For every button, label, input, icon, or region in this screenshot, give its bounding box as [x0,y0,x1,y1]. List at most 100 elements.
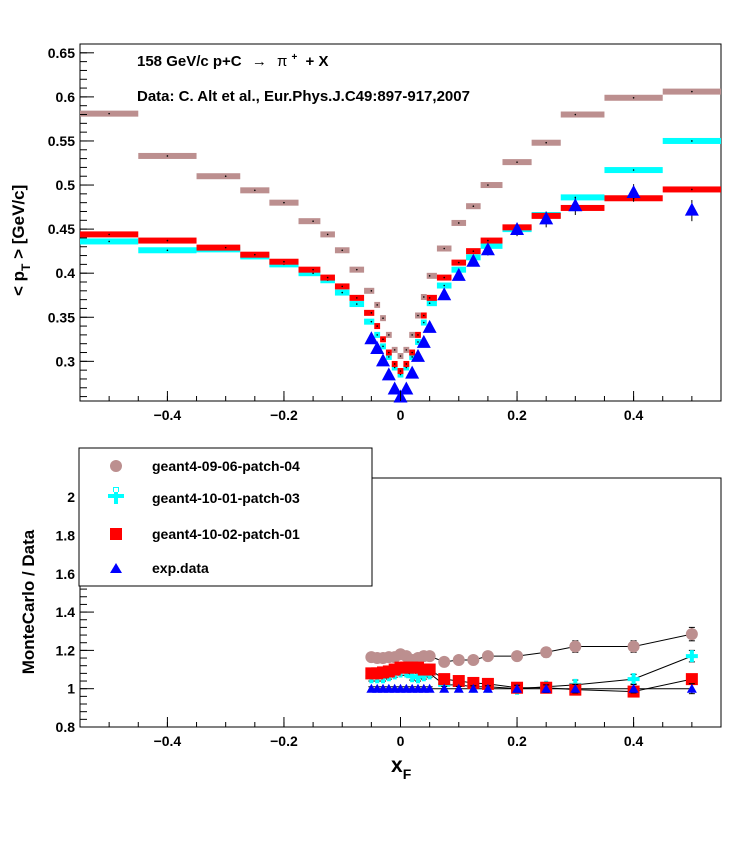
top-y-tick-label: 0.3 [56,353,76,369]
band-center-dot [254,189,256,192]
ratio-point-circle [481,650,494,663]
legend-entry-geant4-10-02: geant4-10-02-patch-01 [110,526,300,542]
ratio-point-triangle [453,683,464,693]
bottom-y-tick-label: 1.4 [56,604,76,620]
title-arrow: → [252,53,267,70]
band-center-dot [166,249,169,252]
band-center-dot [405,349,408,351]
ratio-point-square [423,663,436,676]
band-point [426,272,437,279]
band-center-dot [423,321,425,324]
top-subtitle: Data: C. Alt et al., Eur.Phys.J.C49:897-… [137,88,470,105]
exp-data-triangle [437,287,452,301]
band-center-dot [382,317,384,319]
legend-marker-triangle [110,563,122,573]
band-center-dot [423,296,425,298]
bottom-y-tick-label: 1.8 [56,527,76,543]
exp-data-triangle [480,242,495,256]
band-center-dot [428,297,431,299]
band-center-dot [632,169,635,171]
exp-data-triangle [568,198,583,212]
band-point [426,300,437,307]
band-center-dot [312,220,314,222]
band-center-dot [224,246,227,249]
bottom-y-tick-label: 1 [67,681,75,697]
band-center-dot [399,370,402,372]
top-y-tick-label: 0.65 [48,45,75,61]
x-label-main: x [391,754,403,777]
ratio-point-cross [685,650,698,663]
exp-data-triangle [466,253,481,267]
ratio-point-circle [627,640,640,653]
band-center-dot [312,272,314,274]
ratio-point-triangle [628,683,639,693]
band-center-dot [312,268,314,271]
band-center-dot [388,356,390,358]
top-y-axis-label: < pT > [GeV/c] [9,185,33,296]
ratio-point-triangle [482,683,493,693]
x-label-subscript: F [403,766,412,782]
ratio-point-circle [511,650,524,663]
top-y-tick-label: 0.45 [48,221,75,237]
exp-data-triangle [416,334,431,348]
ratio-point-triangle [541,683,552,693]
band-center-dot [487,184,489,186]
ratio-point-square [685,673,698,686]
band-center-dot [417,314,419,317]
exp-data-triangle [381,367,396,381]
exp-data-triangle [539,211,554,225]
ratio-point-circle [569,640,582,653]
band-center-dot [355,297,358,299]
top-y-tick-label: 0.4 [56,265,76,281]
band-center-dot [376,304,378,306]
exp-data-triangle [422,319,437,333]
bottom-x-tick-label: 0 [397,733,405,749]
bottom-y-tick-label: 0.8 [56,719,76,735]
band-center-dot [108,233,110,236]
bottom-x-tick-label: −0.4 [154,733,182,749]
exp-data-triangle [626,184,641,198]
ratio-point-triangle [512,683,523,693]
legend: geant4-09-06-patch-04 geant4-10-01-patch… [78,447,373,587]
ratio-point-triangle [424,683,435,693]
band-center-dot [341,291,344,294]
top-x-tick-label: −0.2 [270,407,298,423]
band-center-dot [355,303,358,305]
legend-label-exp-data: exp.data [152,560,209,576]
band-center-dot [405,363,408,365]
band-point [426,294,437,301]
band-center-dot [691,90,693,93]
band-center-dot [405,366,408,369]
bottom-x-tick-label: 0.4 [624,733,644,749]
band-center-dot [393,363,396,365]
legend-marker-cross [108,487,124,504]
band-center-dot [428,275,431,277]
band-center-dot [472,250,475,252]
band-center-dot [423,314,425,317]
legend-entry-geant4-10-01: geant4-10-01-patch-03 [108,487,300,506]
band-point [364,318,375,325]
band-center-dot [166,155,169,157]
legend-label-geant4-09: geant4-09-06-patch-04 [152,458,300,474]
ratio-point-circle [423,650,436,663]
exp-data-triangle [387,381,402,395]
band-center-dot [388,334,390,336]
band-center-dot [254,253,256,256]
ratio-point-circle [540,646,553,659]
exp-data-triangle [410,348,425,362]
band-center-dot [399,355,402,357]
top-y-tick-label: 0.35 [48,309,75,325]
band-center-dot [417,334,419,336]
band-center-dot [417,341,419,343]
band-center-dot [487,239,489,242]
bottom-plot-marks [365,626,698,698]
band-center-dot [370,312,373,314]
band-center-dot [443,247,446,250]
ratio-point-square [452,675,465,688]
ratio-point-circle [452,653,465,666]
legend-entry-exp-data: exp.data [110,560,209,576]
band-point [196,244,241,251]
band-center-dot [428,302,431,304]
top-x-tick-label: 0.4 [624,407,644,423]
